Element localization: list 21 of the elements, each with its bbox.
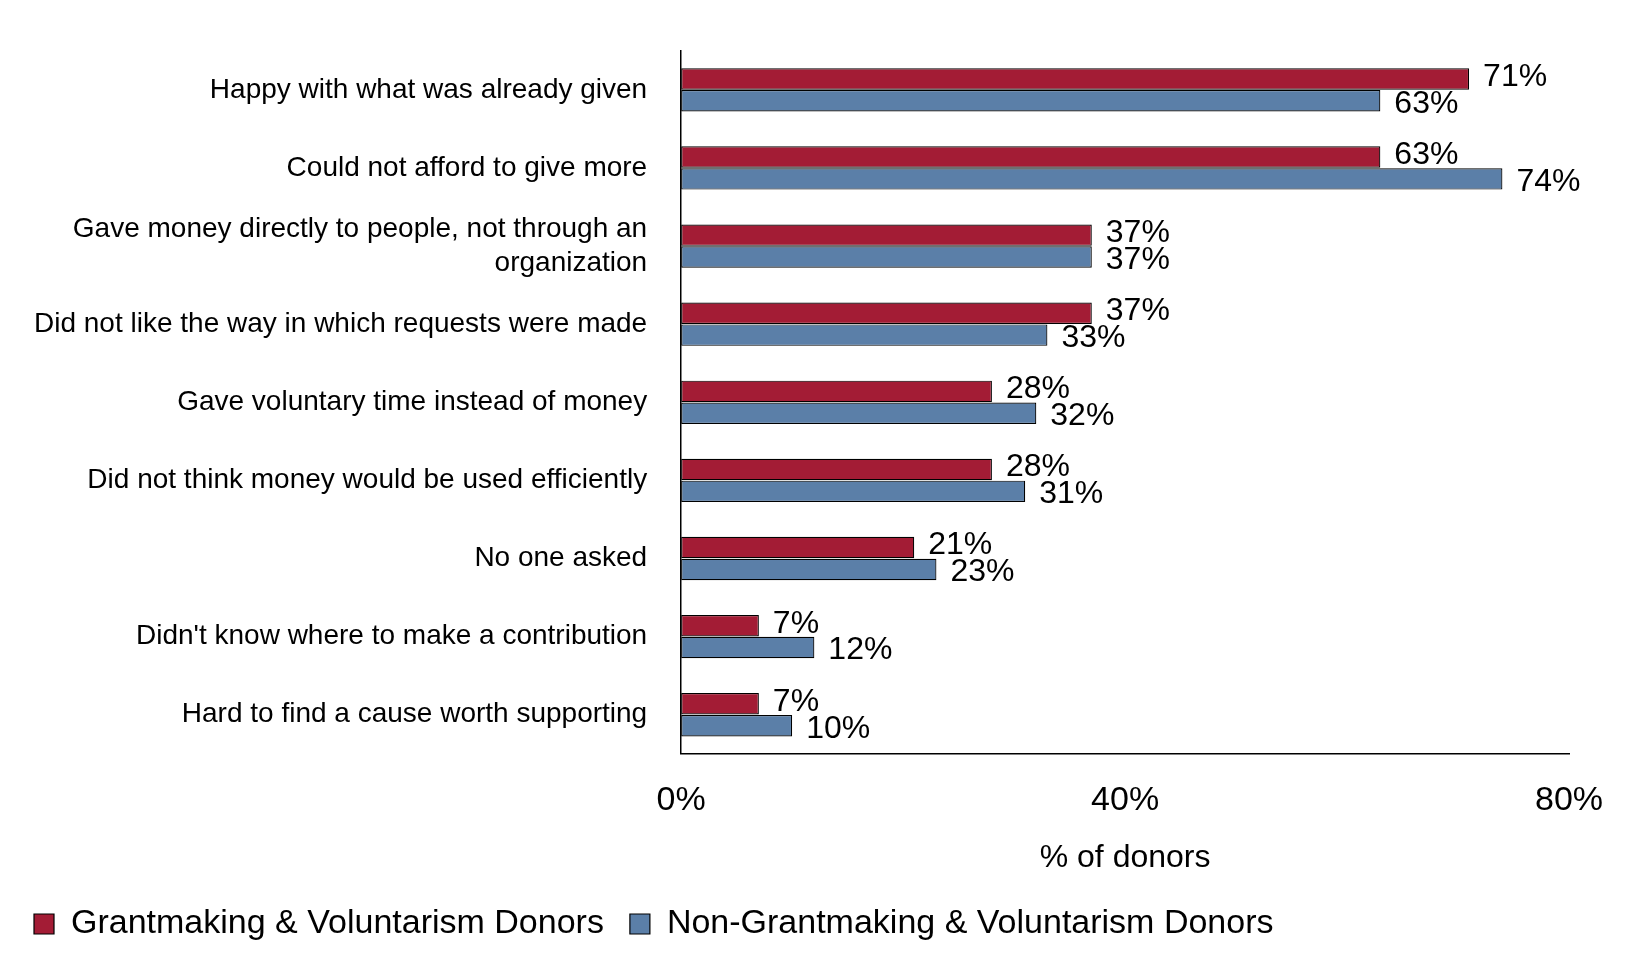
y-tick-label: Gave money directly to people, not through an organization xyxy=(72,212,648,277)
x-tick-label: 40% xyxy=(1091,778,1160,817)
data-label: 71% xyxy=(1483,56,1548,93)
y-tick-label: No one asked xyxy=(474,541,648,573)
data-label: 74% xyxy=(1516,161,1581,198)
y-tick-label: Did not like the way in which requests were made xyxy=(34,306,648,338)
x-tick-label: 80% xyxy=(1534,778,1604,817)
legend-label: Non-Grantmaking & Voluntarism Donors xyxy=(666,902,1274,941)
data-label: 12% xyxy=(828,630,893,667)
y-tick-label: Didn't know where to make a contribution xyxy=(136,619,648,651)
y-tick-label: Hard to find a cause worth supporting xyxy=(181,697,648,729)
data-label: 7% xyxy=(772,603,820,640)
legend-label: Grantmaking & Voluntarism Donors xyxy=(71,902,604,941)
x-tick-label: 0% xyxy=(656,778,706,817)
data-label: 63% xyxy=(1394,134,1459,171)
data-label: 63% xyxy=(1394,83,1459,120)
x-axis-title: % of donors xyxy=(1039,837,1211,874)
y-tick-label: Gave voluntary time instead of money xyxy=(177,385,648,417)
y-tick-label: Could not afford to give more xyxy=(286,150,648,182)
y-tick-label: Happy with what was already given xyxy=(209,72,648,104)
y-tick-label: Did not think money would be used efficiently xyxy=(87,463,648,495)
